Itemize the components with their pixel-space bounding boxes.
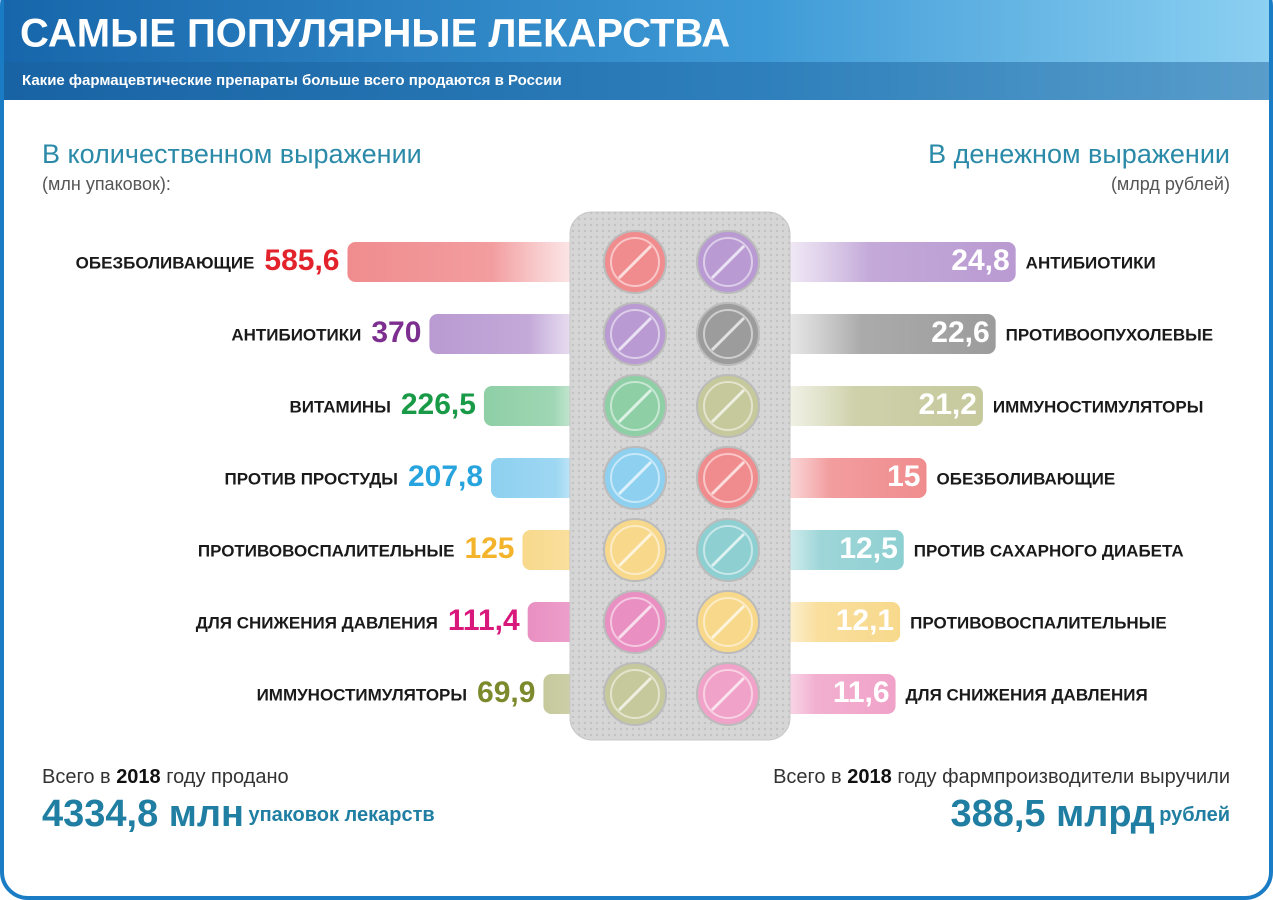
pill-groove: [710, 316, 746, 352]
value-label: 11,6: [833, 676, 890, 709]
category-label: ДЛЯ СНИЖЕНИЯ ДАВЛЕНИЯ: [196, 613, 438, 632]
pill-rim: [610, 381, 660, 431]
bar: [750, 314, 996, 354]
footer-text: Всего в: [42, 766, 111, 788]
value-label: 22,6: [931, 316, 989, 349]
pill-rim: [703, 525, 753, 575]
title: САМЫЕ ПОПУЛЯРНЫЕ ЛЕКАРСТВА: [20, 12, 730, 56]
category-label: ПРОТИВОВОСПАЛИТЕЛЬНЫЕ: [910, 613, 1167, 632]
pill-groove: [617, 460, 653, 496]
pill-groove: [710, 460, 746, 496]
pill-groove: [710, 604, 746, 640]
pill-groove: [617, 532, 653, 568]
pill-rim: [703, 237, 753, 287]
value-label: 12,1: [836, 604, 894, 637]
pills: [603, 230, 760, 726]
pill-rim: [610, 597, 660, 647]
value-label: 207,8: [408, 460, 483, 493]
category-label: ПРОТИВООПУХОЛЕВЫЕ: [1006, 325, 1213, 344]
value-label: 125: [464, 532, 514, 565]
footer-year: 2018: [116, 766, 161, 788]
category-label: ДЛЯ СНИЖЕНИЯ ДАВЛЕНИЯ: [906, 685, 1148, 704]
pill-groove: [617, 388, 653, 424]
value-label: 69,9: [477, 676, 535, 709]
pill-groove: [617, 676, 653, 712]
pill-groove: [710, 388, 746, 424]
pill-rim: [703, 309, 753, 359]
category-label: АНТИБИОТИКИ: [1026, 253, 1156, 272]
bar: [429, 314, 610, 354]
pill-groove: [710, 676, 746, 712]
left-heading: В количественном выражении: [42, 139, 422, 169]
subtitle-band: [4, 62, 1269, 100]
pill-rim: [703, 381, 753, 431]
left-total: 4334,8 млн упаковок лекарств: [42, 793, 435, 835]
total: 4334,8 млн: [42, 793, 244, 835]
left-footer: Всего в 2018 году продано: [42, 766, 289, 788]
footer-text: году продано: [166, 766, 288, 788]
footer-year: 2018: [847, 766, 892, 788]
bar: [347, 242, 610, 282]
category-label: ОБЕЗБОЛИВАЮЩИЕ: [937, 469, 1116, 488]
category-label: ПРОТИВ ПРОСТУДЫ: [225, 469, 398, 488]
bar: [750, 386, 983, 426]
category-label: АНТИБИОТИКИ: [231, 325, 361, 344]
category-label: ПРОТИВ САХАРНОГО ДИАБЕТА: [914, 541, 1184, 560]
pill-rim: [610, 525, 660, 575]
pill-groove: [710, 532, 746, 568]
category-label: ВИТАМИНЫ: [289, 397, 390, 416]
value-label: 24,8: [951, 244, 1009, 277]
category-label: ПРОТИВОВОСПАЛИТЕЛЬНЫЕ: [198, 541, 455, 560]
total-unit: рублей: [1159, 804, 1230, 826]
footer-text: Всего в: [773, 766, 842, 788]
pill-rim: [703, 453, 753, 503]
pill-groove: [617, 244, 653, 280]
pill-rim: [703, 597, 753, 647]
footer-text: году фармпроизводители выручили: [897, 766, 1230, 788]
subtitle: Какие фармацевтические препараты больше …: [22, 72, 562, 89]
pill-rim: [610, 309, 660, 359]
right-total: 388,5 млрд рублей: [950, 793, 1230, 835]
pill-groove: [617, 604, 653, 640]
pill-rim: [610, 669, 660, 719]
value-label: 585,6: [264, 244, 339, 277]
pill-groove: [617, 316, 653, 352]
bar: [750, 458, 927, 498]
labels: 585,6 ОБЕЗБОЛИВАЮЩИЕ 370 АНТИБИОТИКИ 226,5 ВИ…: [76, 244, 1213, 709]
category-label: ОБЕЗБОЛИВАЮЩИЕ: [76, 253, 255, 272]
value-label: 111,4: [448, 604, 520, 637]
value-label: 21,2: [919, 388, 977, 421]
pill-rim: [703, 669, 753, 719]
category-label: ИММУНОСТИМУЛЯТОРЫ: [257, 685, 467, 704]
total: 388,5 млрд: [950, 793, 1154, 835]
pill-rim: [610, 453, 660, 503]
value-label: 226,5: [401, 388, 476, 421]
category-label: ИММУНОСТИМУЛЯТОРЫ: [993, 397, 1203, 416]
value-label: 12,5: [839, 532, 897, 565]
bar: [750, 242, 1016, 282]
left-unit: (млн упаковок):: [42, 174, 171, 194]
right-unit: (млрд рублей): [1111, 174, 1230, 194]
total-unit: упаковок лекарств: [248, 804, 434, 826]
value-label: 15: [887, 460, 920, 493]
right-heading: В денежном выражении: [928, 139, 1230, 169]
header-band: [4, 0, 1269, 100]
right-footer: Всего в 2018 году фармпроизводители выру…: [773, 766, 1230, 788]
pill-rim: [610, 237, 660, 287]
value-label: 370: [371, 316, 421, 349]
pill-groove: [710, 244, 746, 280]
